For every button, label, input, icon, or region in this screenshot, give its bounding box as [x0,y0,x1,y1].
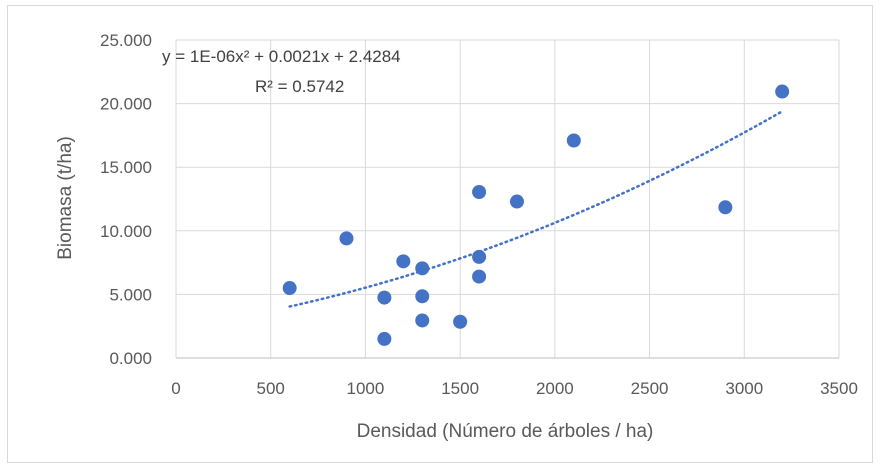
chart-frame [7,5,873,463]
axes [175,40,839,359]
x-tick-labels: 0 500 1000 1500 2000 2500 3000 3500 [171,379,858,398]
x-tick-label: 1500 [441,379,479,398]
data-point [415,289,430,304]
y-tick-label: 5.000 [109,285,152,304]
trendline [288,110,784,308]
trendline-equation: y = 1E-06x² + 0.0021x + 2.4284 [162,47,401,66]
y-axis-title: Biomasa (t/ha) [55,136,76,260]
y-tick-label: 0.000 [109,349,152,368]
x-axis-title: Densidad (Número de árboles / ha) [357,421,654,442]
x-tick-label: 3000 [725,379,763,398]
data-point [377,290,392,305]
data-points [282,84,790,346]
trendline-layer [288,110,784,308]
x-tick-label: 3500 [820,379,858,398]
data-point [377,331,392,346]
y-tick-label: 10.000 [100,222,152,241]
x-tick-label: 500 [257,379,285,398]
x-tick-label: 0 [171,379,180,398]
data-point [775,84,790,99]
y-tick-label: 25.000 [100,31,152,50]
x-tick-label: 1000 [347,379,385,398]
r-squared-label: R² = 0.5742 [255,77,344,96]
y-tick-labels: 0.000 5.000 10.000 15.000 20.000 25.000 [100,31,152,368]
gridlines [176,39,840,358]
y-tick-label: 20.000 [100,95,152,114]
data-point [718,200,733,215]
x-tick-label: 2500 [631,379,669,398]
data-point [282,281,297,296]
data-point [472,249,487,264]
data-point [396,254,411,269]
y-tick-label: 15.000 [100,158,152,177]
data-point [415,261,430,276]
data-point [472,269,487,284]
data-point [472,185,487,200]
data-point [453,314,468,329]
x-tick-label: 2000 [536,379,574,398]
data-point [566,133,581,148]
data-point [415,313,430,328]
data-point [509,194,524,209]
data-point [339,231,354,246]
